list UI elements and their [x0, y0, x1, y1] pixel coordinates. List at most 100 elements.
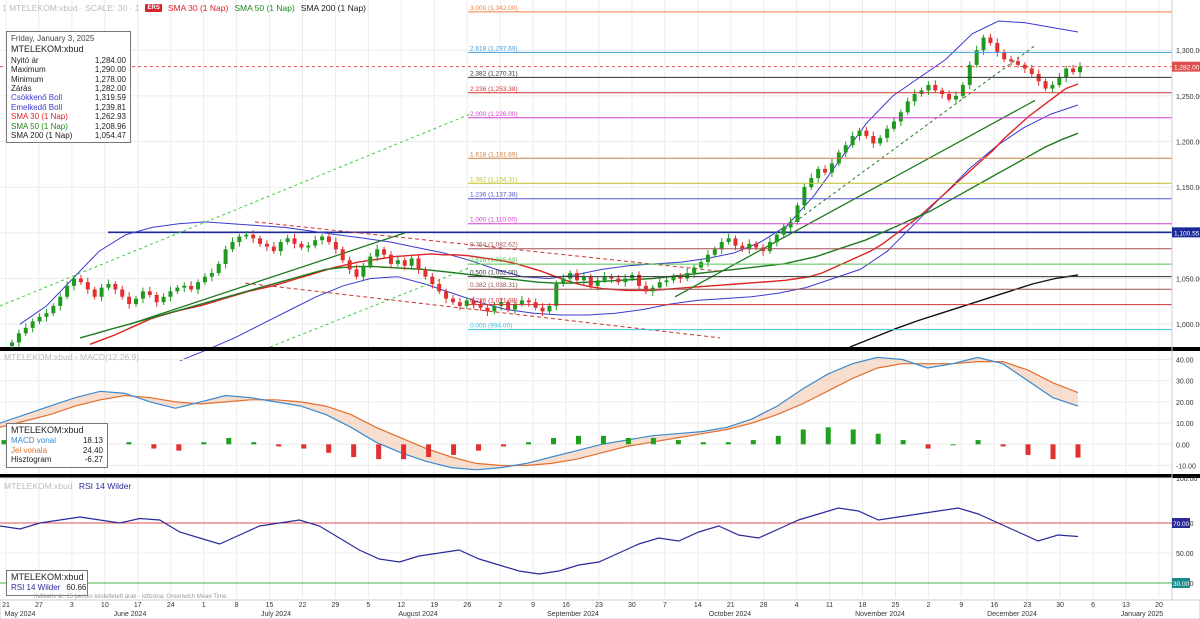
candle-body: [512, 304, 517, 310]
price-tick-label: 1,000.00: [1176, 322, 1200, 329]
price-info-row-value: 1,239.81: [94, 102, 126, 112]
macd-histogram-bar: [575, 435, 581, 445]
fib-level-label: 0.000 (994.00): [470, 323, 512, 330]
candle-body: [430, 276, 435, 284]
candle-body: [72, 278, 77, 286]
macd-histogram-bar: [401, 444, 407, 460]
macd-histogram-bar: [925, 444, 931, 449]
price-info-row-label: Csökkenő Boll: [11, 93, 63, 103]
candle-body: [251, 234, 256, 239]
price-info-row-value: 1,262.93: [94, 112, 126, 122]
candle-body: [388, 254, 393, 264]
candle-body: [292, 238, 297, 244]
legend-sma30[interactable]: SMA 30 (1 Nap): [167, 3, 229, 13]
candle-body: [898, 112, 903, 122]
candle-body: [99, 287, 104, 297]
macd-tick-label: 20.00: [1176, 400, 1194, 407]
candle-body: [829, 163, 834, 173]
candle-body: [161, 296, 166, 303]
macd-tick-label: 30.00: [1176, 379, 1194, 386]
candle-body: [981, 37, 986, 51]
price-info-row: Csökkenő Boll 1,319.59: [11, 93, 126, 102]
candle-body: [202, 276, 207, 283]
price-grid: [0, 0, 1172, 598]
date-tick-label: 24: [167, 602, 175, 609]
macd-fill-area: [0, 357, 1078, 470]
date-tick-label: 18: [859, 602, 867, 609]
macd-histogram-bar: [975, 440, 981, 445]
date-tick-label: 3: [70, 602, 74, 609]
month-label: January 2025: [1121, 611, 1164, 618]
candle-body: [747, 243, 752, 250]
candle-body: [244, 234, 249, 237]
date-tick-label: 14: [694, 602, 702, 609]
candle-body: [953, 95, 958, 100]
trendline-red-dashed-upper: [254, 221, 721, 272]
macd-histogram-bar: [1000, 444, 1006, 447]
candlestick-series[interactable]: [10, 33, 1082, 349]
price-info-row-value: 1,319.59: [94, 93, 126, 103]
macd-info-row-value: 18.13: [82, 436, 103, 446]
candle-body: [609, 276, 614, 279]
candle-body: [637, 274, 642, 286]
fibonacci-levels[interactable]: 3.000 (1,342.00) 2.618 (1,297.69) 2.382 (1…: [468, 5, 1172, 331]
candle-body: [147, 291, 152, 295]
price-info-row-label: SMA 50 (1 Nap): [11, 121, 68, 131]
candle-body: [368, 256, 373, 266]
candle-body: [754, 243, 759, 248]
macd-histogram-bar: [675, 440, 681, 445]
date-tick-label: 6: [1091, 602, 1095, 609]
date-tick-label: 20: [1155, 602, 1163, 609]
date-tick-label: 22: [299, 602, 307, 609]
candle-body: [878, 137, 883, 144]
date-tick-label: 23: [1023, 602, 1031, 609]
macd-info-row-value: 24.40: [82, 445, 103, 455]
macd-histogram-bar: [600, 435, 606, 445]
candle-body: [795, 205, 800, 222]
price-tick-label: 1,050.00: [1176, 277, 1200, 284]
macd-histogram-bar: [376, 444, 382, 460]
candle-body: [354, 269, 359, 277]
current-price-tag: [1172, 61, 1200, 72]
info-date: Friday, January 3, 2025: [11, 34, 95, 43]
price-info-row-value: 1,284.00: [94, 55, 126, 65]
price-info-row: SMA 30 (1 Nap) 1,262.93: [11, 112, 126, 121]
candle-body: [106, 283, 111, 288]
fib-level-label: 1.000 (1,110.00): [470, 217, 517, 224]
candle-body: [699, 262, 704, 268]
date-tick-label: 21: [727, 602, 735, 609]
candle-body: [120, 289, 125, 297]
candle-body: [264, 243, 269, 247]
rsi-legend-label[interactable]: RSI 14 Wilder: [78, 481, 132, 491]
candle-body: [16, 333, 21, 343]
candle-body: [774, 234, 779, 242]
macd-histogram-bar: [875, 433, 881, 445]
macd-info-row: Jel vonala 24.40: [11, 446, 103, 455]
legend-sma200[interactable]: SMA 200 (1 Nap): [300, 3, 366, 13]
month-label: June 2024: [114, 611, 147, 618]
candle-body: [506, 302, 511, 310]
date-tick-label: 2: [926, 602, 930, 609]
sma200-line: [849, 274, 1079, 348]
candle-body: [134, 298, 139, 305]
candle-body: [457, 302, 462, 306]
candle-body: [423, 269, 428, 277]
price-info-row-value: 1,208.96: [94, 121, 126, 131]
date-tick-label: 2: [498, 602, 502, 609]
price-info-row-value: 1,054.47: [94, 131, 126, 141]
candle-body: [843, 145, 848, 153]
rsi-info-row-label: RSI 14 Wilder: [11, 583, 61, 593]
legend-sma50[interactable]: SMA 50 (1 Nap): [234, 3, 295, 13]
candle-body: [1078, 66, 1082, 73]
candle-body: [51, 305, 56, 314]
macd-info-row-label: Hisztogram: [11, 455, 52, 465]
candle-body: [340, 249, 345, 261]
month-label: November 2024: [855, 611, 905, 618]
candle-body: [464, 300, 469, 306]
rsi-info-box: MTELEKOM:xbud RSI 14 Wilder 60.66: [6, 570, 88, 596]
rsi-info-row: RSI 14 Wilder 60.66: [11, 583, 86, 593]
candle-body: [182, 285, 187, 288]
candle-body: [196, 282, 201, 290]
